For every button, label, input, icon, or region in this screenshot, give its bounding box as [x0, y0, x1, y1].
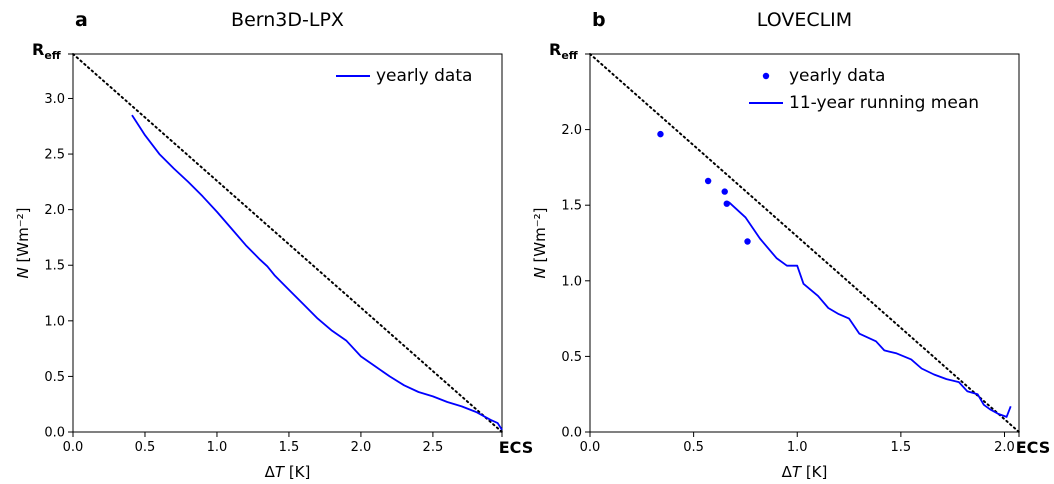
y-tick-label: 0.0	[561, 426, 582, 441]
y-tick-label: 0.0	[44, 426, 65, 441]
y-tick-label: 3.0	[44, 92, 65, 107]
x-tick-label: 0.0	[580, 440, 601, 455]
data-point	[704, 177, 712, 185]
reference-line	[589, 53, 1020, 433]
x-tick-label: 2.0	[994, 440, 1015, 455]
y-tick-label: 2.0	[44, 203, 65, 218]
legend: yearly data	[336, 66, 472, 86]
reff-label: Reff	[549, 40, 578, 62]
panel-label: a	[75, 9, 88, 31]
legend-dot-swatch	[762, 72, 770, 80]
y-tick-label: 2.0	[561, 123, 582, 138]
ecs-label: ECS	[1016, 438, 1051, 457]
y-tick-label: 0.5	[44, 370, 65, 385]
chart-title: Bern3D-LPX	[231, 9, 344, 31]
series-line	[728, 201, 1012, 418]
y-tick-label: 1.5	[561, 199, 582, 214]
chart-title: LOVECLIM	[757, 9, 852, 31]
reff-label: Reff	[32, 40, 61, 62]
y-tick-label: 1.0	[44, 314, 65, 329]
plot-frame	[589, 53, 1020, 433]
y-tick-label: 0.5	[561, 350, 582, 365]
x-tick-label: 1.5	[279, 440, 300, 455]
x-axis-label: ΔT [K]	[782, 463, 828, 481]
x-tick-label: 1.0	[787, 440, 808, 455]
plot-frame	[72, 53, 503, 433]
series-0	[657, 130, 751, 245]
x-tick-label: 2.5	[423, 440, 444, 455]
data-point	[723, 200, 730, 207]
x-tick-label: 0.0	[63, 440, 84, 455]
data-point	[744, 238, 751, 245]
panel-label: b	[592, 9, 606, 31]
legend-entry: 11-year running mean	[789, 93, 979, 113]
y-tick-label: 1.0	[561, 274, 582, 289]
y-tick-label: 2.5	[44, 148, 65, 163]
legend-entry: yearly data	[376, 66, 472, 86]
legend-entry: yearly data	[789, 66, 885, 86]
data-point	[721, 188, 728, 195]
series-0	[131, 114, 503, 431]
x-tick-label: 1.0	[207, 440, 228, 455]
x-tick-label: 1.5	[891, 440, 912, 455]
ecs-label: ECS	[499, 438, 534, 457]
x-tick-label: 0.5	[135, 440, 156, 455]
y-tick-label: 1.5	[44, 259, 65, 274]
x-tick-label: 2.0	[351, 440, 372, 455]
legend: yearly data 11-year running mean	[749, 66, 979, 113]
reference-line	[72, 53, 503, 433]
panel-a: a Bern3D-LPX 0.0 0.5 1.0 1.5 2.0 2.5 ECS 0.0 0.5 1.…	[14, 9, 533, 481]
data-point	[657, 130, 664, 138]
x-axis-label: ΔT [K]	[265, 463, 311, 481]
series-line	[131, 114, 503, 431]
y-axis-label: N [Wm⁻²]	[14, 207, 32, 278]
y-axis-label: N [Wm⁻²]	[531, 207, 549, 278]
x-tick-label: 0.5	[683, 440, 704, 455]
series-1	[728, 201, 1012, 418]
